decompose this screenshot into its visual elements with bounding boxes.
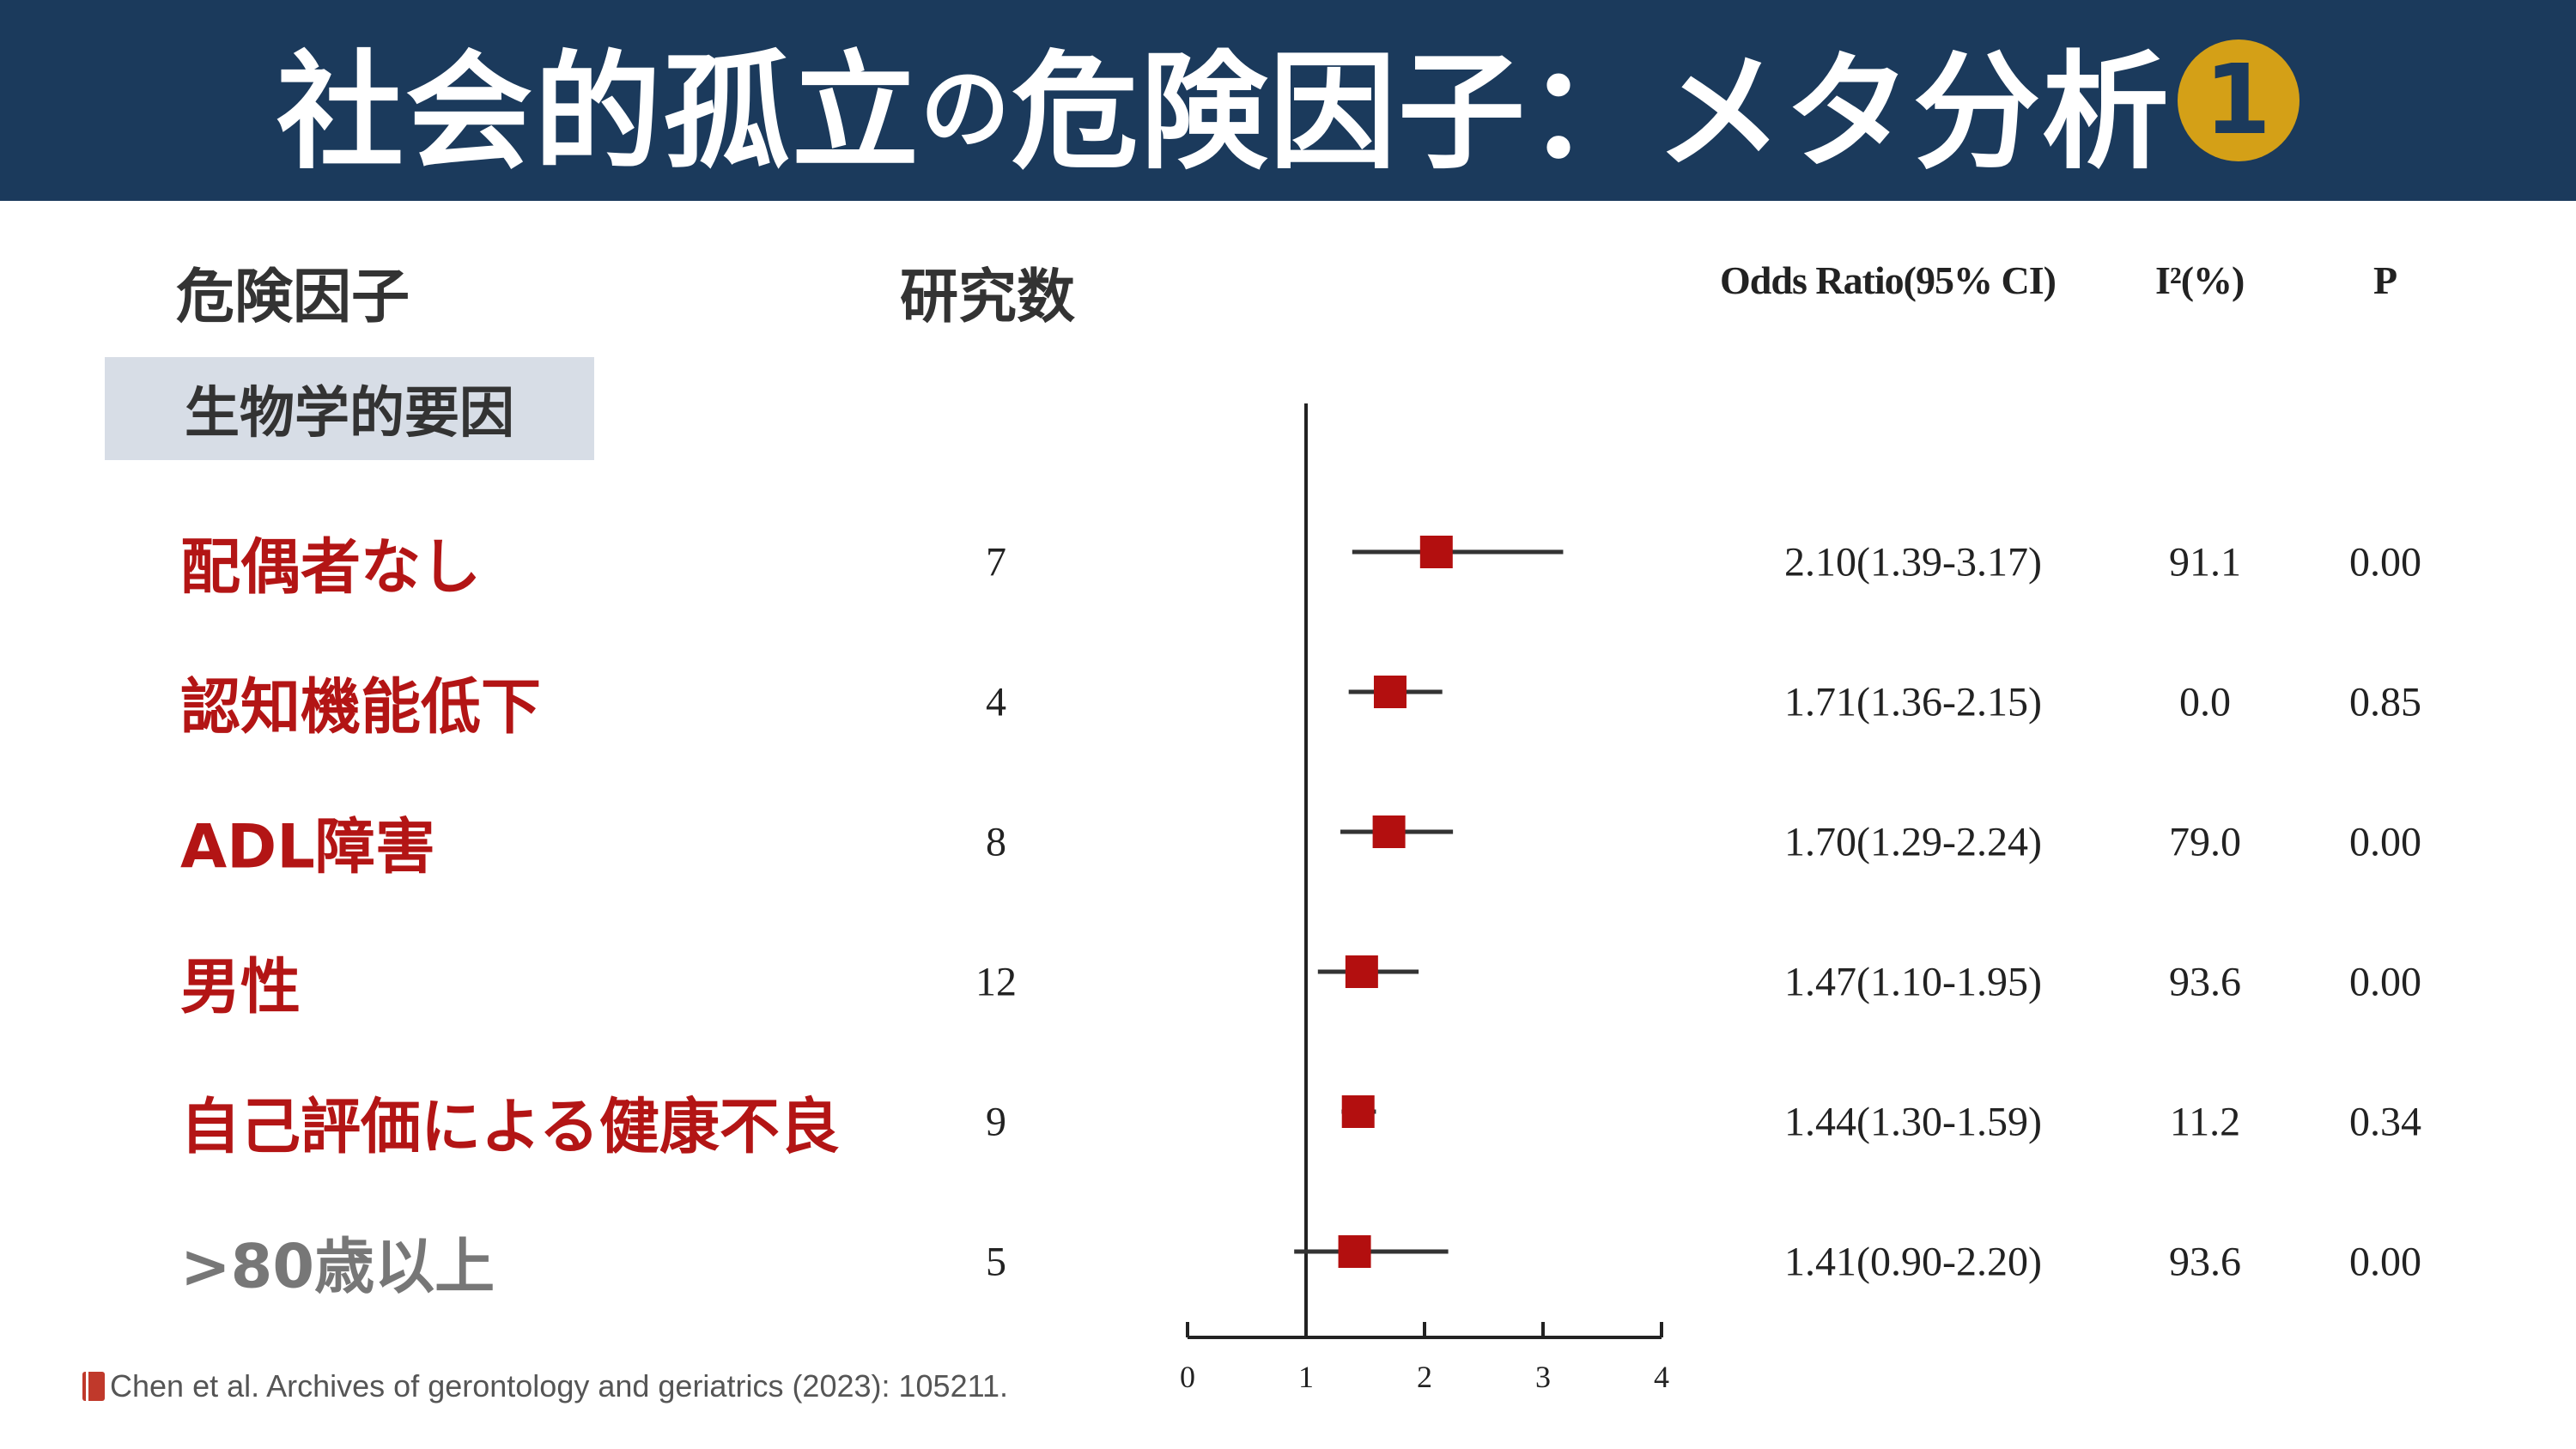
odds-ratio-marker [1345,955,1378,988]
odds-ratio-marker [1419,536,1453,568]
odds-ratio-value: 1.71(1.36-2.15) [1784,679,2042,725]
category-label: 生物学的要因 [185,382,514,446]
category-box: 生物学的要因 [105,357,594,460]
risk-factor-label: 認知機能低下 [180,671,541,743]
x-tick-label: 0 [1180,1360,1195,1394]
title-rest: 危険因子：メタ分析 [1012,38,2171,186]
header-odds-ratio: Odds Ratio(95% CI) [1720,258,2057,302]
header-study-count: 研究数 [900,264,1076,331]
odds-ratio-value: 1.44(1.30-1.59) [1784,1099,2042,1145]
study-count: 5 [986,1239,1006,1285]
study-count: 4 [986,679,1006,725]
study-count: 7 [986,539,1006,585]
title-bar: 社会的孤立 の 危険因子：メタ分析 1 [0,0,2576,201]
i2-value: 93.6 [2169,1239,2241,1285]
i2-value: 0.0 [2179,679,2231,725]
p-value: 0.00 [2349,1239,2421,1285]
i2-value: 91.1 [2169,539,2241,585]
study-count: 12 [975,959,1017,1005]
odds-ratio-marker [1338,1235,1371,1268]
p-value: 0.00 [2349,819,2421,865]
p-value: 0.34 [2349,1099,2421,1145]
citation-text: Chen et al. Archives of gerontology and … [110,1368,1008,1404]
odds-ratio-value: 1.47(1.10-1.95) [1784,959,2042,1005]
x-tick-label: 2 [1417,1360,1432,1394]
odds-ratio-marker [1341,1095,1375,1128]
header-risk-factor: 危険因子 [176,264,410,331]
book-icon [82,1372,105,1401]
risk-factor-label: 自己評価による健康不良 [180,1091,840,1162]
p-value: 0.85 [2349,679,2421,725]
risk-factor-label: ADL障害 [180,811,435,882]
header-i2: I²(%) [2155,258,2245,302]
x-tick-label: 3 [1535,1360,1551,1394]
x-tick-label: 4 [1654,1360,1669,1394]
risk-factor-label: 男性 [180,951,301,1022]
header-p: P [2373,258,2397,302]
odds-ratio-value: 1.41(0.90-2.20) [1784,1239,2042,1285]
number-badge: 1 [2178,39,2300,161]
i2-value: 79.0 [2169,819,2241,865]
risk-factor-label: 配偶者なし [180,531,481,603]
p-value: 0.00 [2349,539,2421,585]
risk-factor-label: >80歳以上 [180,1231,495,1302]
study-count: 9 [986,1099,1006,1145]
title-main: 社会的孤立 [276,38,920,186]
page-title: 社会的孤立 の 危険因子：メタ分析 1 [276,9,2300,193]
study-count: 8 [986,819,1006,865]
i2-value: 93.6 [2169,959,2241,1005]
odds-ratio-marker [1372,815,1406,848]
title-particle: の [920,56,1012,161]
forest-plot: 0 1 2 3 4 [1180,403,1669,1394]
i2-value: 11.2 [2169,1099,2241,1145]
odds-ratio-value: 2.10(1.39-3.17) [1784,539,2042,585]
p-value: 0.00 [2349,959,2421,1005]
x-tick-label: 1 [1298,1360,1314,1394]
odds-ratio-value: 1.70(1.29-2.24) [1784,819,2042,865]
citation: Chen et al. Archives of gerontology and … [82,1368,1008,1404]
odds-ratio-marker [1373,676,1406,708]
